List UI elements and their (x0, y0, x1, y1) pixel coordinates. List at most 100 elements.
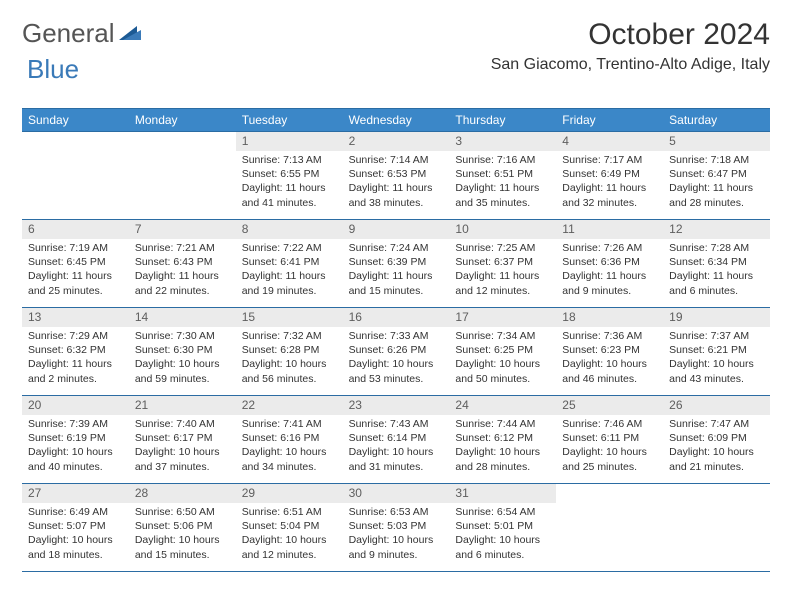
day-cell: 31Sunrise: 6:54 AMSunset: 5:01 PMDayligh… (449, 483, 556, 571)
day-number: 18 (556, 308, 663, 327)
day-cell: 4Sunrise: 7:17 AMSunset: 6:49 PMDaylight… (556, 131, 663, 219)
day-cell: 8Sunrise: 7:22 AMSunset: 6:41 PMDaylight… (236, 219, 343, 307)
empty-cell (663, 483, 770, 571)
weekday-header: Sunday (22, 109, 129, 131)
day-details: Sunrise: 6:51 AMSunset: 5:04 PMDaylight:… (236, 503, 343, 566)
day-details: Sunrise: 7:16 AMSunset: 6:51 PMDaylight:… (449, 151, 556, 214)
day-cell: 1Sunrise: 7:13 AMSunset: 6:55 PMDaylight… (236, 131, 343, 219)
day-details: Sunrise: 7:13 AMSunset: 6:55 PMDaylight:… (236, 151, 343, 214)
weekday-header: Monday (129, 109, 236, 131)
day-details: Sunrise: 7:39 AMSunset: 6:19 PMDaylight:… (22, 415, 129, 478)
location: San Giacomo, Trentino-Alto Adige, Italy (491, 56, 770, 74)
day-cell: 17Sunrise: 7:34 AMSunset: 6:25 PMDayligh… (449, 307, 556, 395)
day-number: 20 (22, 396, 129, 415)
day-details: Sunrise: 7:44 AMSunset: 6:12 PMDaylight:… (449, 415, 556, 478)
day-number: 10 (449, 220, 556, 239)
empty-cell (22, 131, 129, 219)
empty-cell (129, 131, 236, 219)
day-number: 13 (22, 308, 129, 327)
day-details: Sunrise: 7:29 AMSunset: 6:32 PMDaylight:… (22, 327, 129, 390)
day-cell: 7Sunrise: 7:21 AMSunset: 6:43 PMDaylight… (129, 219, 236, 307)
day-number: 12 (663, 220, 770, 239)
weekday-header: Saturday (663, 109, 770, 131)
day-cell: 16Sunrise: 7:33 AMSunset: 6:26 PMDayligh… (343, 307, 450, 395)
day-cell: 18Sunrise: 7:36 AMSunset: 6:23 PMDayligh… (556, 307, 663, 395)
day-details: Sunrise: 7:40 AMSunset: 6:17 PMDaylight:… (129, 415, 236, 478)
day-number: 3 (449, 132, 556, 151)
day-cell: 22Sunrise: 7:41 AMSunset: 6:16 PMDayligh… (236, 395, 343, 483)
day-details: Sunrise: 7:17 AMSunset: 6:49 PMDaylight:… (556, 151, 663, 214)
day-number: 21 (129, 396, 236, 415)
day-details: Sunrise: 7:19 AMSunset: 6:45 PMDaylight:… (22, 239, 129, 302)
day-cell: 27Sunrise: 6:49 AMSunset: 5:07 PMDayligh… (22, 483, 129, 571)
day-details: Sunrise: 6:50 AMSunset: 5:06 PMDaylight:… (129, 503, 236, 566)
day-number: 9 (343, 220, 450, 239)
day-details: Sunrise: 7:21 AMSunset: 6:43 PMDaylight:… (129, 239, 236, 302)
day-number: 27 (22, 484, 129, 503)
day-details: Sunrise: 7:41 AMSunset: 6:16 PMDaylight:… (236, 415, 343, 478)
calendar-bottom-border (22, 571, 770, 572)
day-details: Sunrise: 7:33 AMSunset: 6:26 PMDaylight:… (343, 327, 450, 390)
day-details: Sunrise: 7:47 AMSunset: 6:09 PMDaylight:… (663, 415, 770, 478)
logo-triangle-icon (119, 18, 141, 49)
day-number: 17 (449, 308, 556, 327)
day-details: Sunrise: 7:30 AMSunset: 6:30 PMDaylight:… (129, 327, 236, 390)
day-number: 23 (343, 396, 450, 415)
day-number: 8 (236, 220, 343, 239)
day-details: Sunrise: 7:46 AMSunset: 6:11 PMDaylight:… (556, 415, 663, 478)
day-details: Sunrise: 7:37 AMSunset: 6:21 PMDaylight:… (663, 327, 770, 390)
day-cell: 6Sunrise: 7:19 AMSunset: 6:45 PMDaylight… (22, 219, 129, 307)
day-cell: 3Sunrise: 7:16 AMSunset: 6:51 PMDaylight… (449, 131, 556, 219)
day-cell: 24Sunrise: 7:44 AMSunset: 6:12 PMDayligh… (449, 395, 556, 483)
weekday-header: Tuesday (236, 109, 343, 131)
day-number: 19 (663, 308, 770, 327)
day-number: 4 (556, 132, 663, 151)
day-cell: 28Sunrise: 6:50 AMSunset: 5:06 PMDayligh… (129, 483, 236, 571)
day-cell: 9Sunrise: 7:24 AMSunset: 6:39 PMDaylight… (343, 219, 450, 307)
day-cell: 29Sunrise: 6:51 AMSunset: 5:04 PMDayligh… (236, 483, 343, 571)
day-cell: 11Sunrise: 7:26 AMSunset: 6:36 PMDayligh… (556, 219, 663, 307)
day-cell: 30Sunrise: 6:53 AMSunset: 5:03 PMDayligh… (343, 483, 450, 571)
day-number: 26 (663, 396, 770, 415)
weekday-header: Friday (556, 109, 663, 131)
day-details: Sunrise: 7:24 AMSunset: 6:39 PMDaylight:… (343, 239, 450, 302)
day-number: 16 (343, 308, 450, 327)
day-details: Sunrise: 7:18 AMSunset: 6:47 PMDaylight:… (663, 151, 770, 214)
logo: General (22, 18, 143, 49)
day-number: 29 (236, 484, 343, 503)
month-title: October 2024 (491, 18, 770, 52)
day-cell: 26Sunrise: 7:47 AMSunset: 6:09 PMDayligh… (663, 395, 770, 483)
day-cell: 20Sunrise: 7:39 AMSunset: 6:19 PMDayligh… (22, 395, 129, 483)
day-cell: 23Sunrise: 7:43 AMSunset: 6:14 PMDayligh… (343, 395, 450, 483)
day-number: 31 (449, 484, 556, 503)
weekday-header: Wednesday (343, 109, 450, 131)
calendar-grid: SundayMondayTuesdayWednesdayThursdayFrid… (22, 108, 770, 572)
day-cell: 14Sunrise: 7:30 AMSunset: 6:30 PMDayligh… (129, 307, 236, 395)
day-details: Sunrise: 7:36 AMSunset: 6:23 PMDaylight:… (556, 327, 663, 390)
day-cell: 13Sunrise: 7:29 AMSunset: 6:32 PMDayligh… (22, 307, 129, 395)
day-number: 5 (663, 132, 770, 151)
day-details: Sunrise: 6:49 AMSunset: 5:07 PMDaylight:… (22, 503, 129, 566)
day-number: 28 (129, 484, 236, 503)
day-cell: 25Sunrise: 7:46 AMSunset: 6:11 PMDayligh… (556, 395, 663, 483)
day-number: 2 (343, 132, 450, 151)
header: General October 2024 San Giacomo, Trenti… (22, 18, 770, 74)
day-number: 14 (129, 308, 236, 327)
day-details: Sunrise: 6:53 AMSunset: 5:03 PMDaylight:… (343, 503, 450, 566)
day-details: Sunrise: 7:28 AMSunset: 6:34 PMDaylight:… (663, 239, 770, 302)
weekday-header: Thursday (449, 109, 556, 131)
day-cell: 5Sunrise: 7:18 AMSunset: 6:47 PMDaylight… (663, 131, 770, 219)
day-cell: 12Sunrise: 7:28 AMSunset: 6:34 PMDayligh… (663, 219, 770, 307)
logo-text-2: Blue (27, 54, 79, 85)
empty-cell (556, 483, 663, 571)
day-cell: 19Sunrise: 7:37 AMSunset: 6:21 PMDayligh… (663, 307, 770, 395)
day-cell: 15Sunrise: 7:32 AMSunset: 6:28 PMDayligh… (236, 307, 343, 395)
day-cell: 10Sunrise: 7:25 AMSunset: 6:37 PMDayligh… (449, 219, 556, 307)
day-details: Sunrise: 7:14 AMSunset: 6:53 PMDaylight:… (343, 151, 450, 214)
day-cell: 21Sunrise: 7:40 AMSunset: 6:17 PMDayligh… (129, 395, 236, 483)
day-details: Sunrise: 7:22 AMSunset: 6:41 PMDaylight:… (236, 239, 343, 302)
day-number: 6 (22, 220, 129, 239)
day-number: 1 (236, 132, 343, 151)
day-details: Sunrise: 6:54 AMSunset: 5:01 PMDaylight:… (449, 503, 556, 566)
day-details: Sunrise: 7:43 AMSunset: 6:14 PMDaylight:… (343, 415, 450, 478)
